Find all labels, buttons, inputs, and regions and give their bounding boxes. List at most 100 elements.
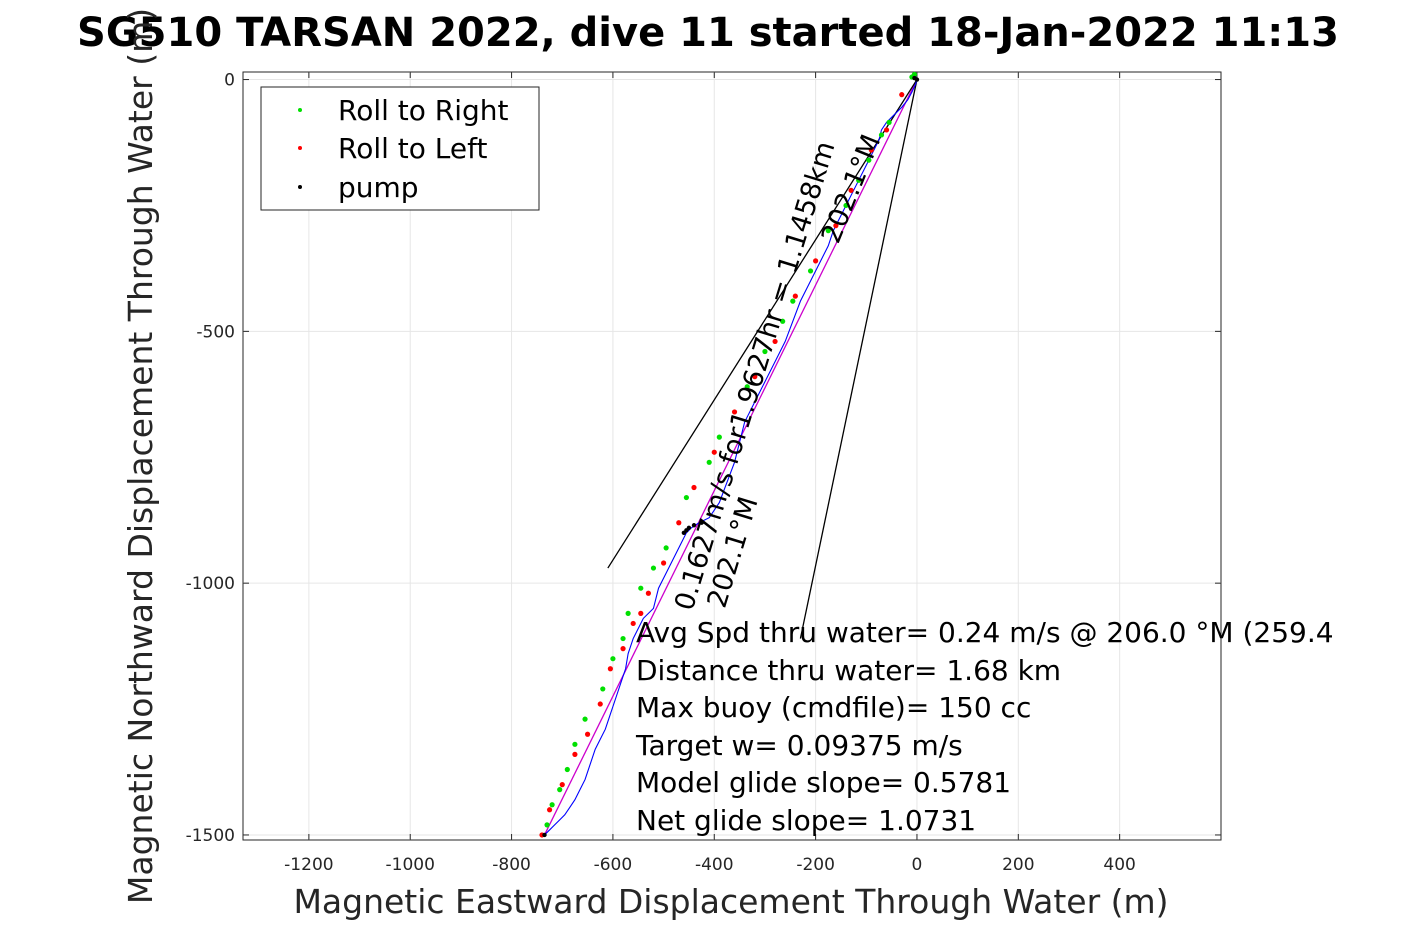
x-tick-label-7: 200 bbox=[1002, 855, 1034, 875]
roll-right-marker-5 bbox=[856, 177, 862, 183]
roll-left-markers bbox=[539, 92, 905, 838]
roll-left-marker-1 bbox=[883, 127, 890, 133]
roll-right-markers bbox=[544, 71, 918, 828]
roll-right-marker-18 bbox=[638, 585, 644, 591]
roll-left-marker-23 bbox=[546, 807, 553, 813]
roll-left-marker-7 bbox=[772, 338, 778, 345]
x-tick-label-5: -200 bbox=[796, 855, 835, 875]
roll-right-marker-13 bbox=[716, 434, 722, 440]
roll-right-marker-23 bbox=[582, 716, 588, 722]
bound-right bbox=[799, 79, 918, 639]
roll-right-marker-24 bbox=[572, 741, 578, 747]
roll-left-marker-10 bbox=[711, 449, 717, 455]
roll-left-marker-11 bbox=[691, 484, 697, 491]
roll-right-marker-9 bbox=[790, 298, 796, 304]
roll-left-marker-13 bbox=[660, 560, 667, 566]
pump-marker-7 bbox=[542, 832, 547, 838]
legend-swatch-roll-right bbox=[298, 108, 302, 112]
stat-max-buoy: Max buoy (cmdfile)= 150 cc bbox=[636, 691, 1031, 724]
stat-model-glide: Model glide slope= 0.5781 bbox=[636, 766, 1011, 799]
roll-right-marker-6 bbox=[843, 202, 849, 209]
roll-right-marker-12 bbox=[744, 384, 750, 390]
roll-left-marker-20 bbox=[584, 731, 591, 737]
x-axis-label: Magnetic Eastward Displacement Through W… bbox=[293, 882, 1168, 921]
roll-left-marker-5 bbox=[813, 258, 819, 264]
y-axis-ticks: 0 -500 -1000 -1500 bbox=[186, 71, 1221, 846]
roll-left-marker-9 bbox=[731, 409, 738, 415]
stat-avg-speed: Avg Spd thru water= 0.24 m/s @ 206.0 °M … bbox=[636, 616, 1334, 649]
y-tick-label-1: -500 bbox=[196, 322, 235, 342]
stat-distance: Distance thru water= 1.68 km bbox=[636, 654, 1061, 687]
roll-left-marker-8 bbox=[752, 374, 758, 380]
legend-label-pump: pump bbox=[338, 171, 419, 204]
x-tick-label-6: 0 bbox=[912, 855, 923, 875]
roll-right-marker-26 bbox=[557, 787, 563, 793]
track-line bbox=[544, 74, 918, 836]
roll-left-marker-21 bbox=[572, 751, 578, 757]
roll-left-marker-18 bbox=[607, 666, 613, 672]
roll-left-marker-6 bbox=[792, 293, 798, 299]
roll-left-marker-17 bbox=[620, 646, 626, 652]
legend-swatch-roll-left bbox=[298, 146, 302, 150]
roll-right-marker-14 bbox=[706, 459, 712, 465]
x-tick-label-0: -1200 bbox=[284, 855, 333, 875]
pump-marker-6 bbox=[681, 530, 687, 535]
roll-left-marker-4 bbox=[833, 223, 839, 229]
legend: Roll to Right Roll to Left pump bbox=[260, 86, 540, 211]
legend-swatch-pump bbox=[298, 185, 302, 189]
reference-lines bbox=[543, 79, 918, 836]
x-tick-label-3: -600 bbox=[594, 855, 633, 875]
roll-right-marker-3 bbox=[878, 132, 885, 138]
roll-left-marker-14 bbox=[645, 590, 651, 596]
roll-right-marker-1 bbox=[911, 71, 918, 78]
roll-right-marker-22 bbox=[600, 686, 606, 692]
stats-block: Avg Spd thru water= 0.24 m/s @ 206.0 °M … bbox=[635, 616, 1334, 837]
x-axis-ticks: -1200 -1000 -800 -600 -400 -200 0 200 400 bbox=[284, 72, 1136, 875]
stat-net-glide: Net glide slope= 1.0731 bbox=[636, 804, 976, 837]
roll-right-marker-27 bbox=[549, 802, 555, 808]
x-tick-label-2: -800 bbox=[492, 855, 531, 875]
bound-left bbox=[607, 79, 918, 569]
pump-marker-2 bbox=[699, 520, 704, 525]
roll-right-marker-16 bbox=[663, 545, 669, 551]
glider-track bbox=[544, 74, 918, 836]
roll-right-marker-20 bbox=[620, 635, 626, 642]
roll-right-marker-28 bbox=[544, 822, 550, 828]
y-axis-label: Magnetic Northward Displacement Through … bbox=[121, 8, 160, 904]
x-tick-label-1: -1000 bbox=[386, 855, 435, 875]
x-tick-label-4: -400 bbox=[695, 855, 734, 875]
roll-left-marker-15 bbox=[638, 610, 644, 616]
x-tick-label-8: 400 bbox=[1103, 855, 1135, 875]
roll-right-marker-25 bbox=[564, 766, 570, 773]
pump-marker-1 bbox=[912, 75, 917, 81]
roll-right-marker-11 bbox=[762, 348, 768, 355]
net-track bbox=[543, 79, 918, 836]
chart-title: SG510 TARSAN 2022, dive 11 started 18-Ja… bbox=[77, 10, 1339, 56]
y-tick-label-0: 0 bbox=[224, 71, 235, 91]
roll-left-marker-22 bbox=[559, 782, 565, 788]
roll-left-marker-19 bbox=[597, 701, 603, 707]
legend-box bbox=[260, 86, 540, 211]
legend-label-roll-left: Roll to Left bbox=[338, 132, 487, 165]
roll-right-marker-17 bbox=[650, 565, 657, 571]
roll-left-marker-16 bbox=[630, 620, 636, 627]
roll-left-marker-12 bbox=[676, 520, 682, 526]
roll-right-marker-10 bbox=[780, 318, 786, 324]
pump-marker-3 bbox=[691, 523, 697, 528]
roll-right-marker-7 bbox=[825, 228, 831, 234]
roll-right-marker-21 bbox=[610, 656, 616, 662]
roll-right-marker-4 bbox=[866, 157, 872, 163]
roll-left-marker-0 bbox=[899, 92, 905, 98]
roll-left-marker-2 bbox=[868, 147, 874, 153]
roll-right-marker-8 bbox=[807, 268, 814, 274]
stat-target-w: Target w= 0.09375 m/s bbox=[635, 729, 963, 762]
legend-label-roll-right: Roll to Right bbox=[338, 94, 509, 127]
roll-right-marker-2 bbox=[886, 119, 892, 125]
y-tick-label-2: -1000 bbox=[186, 574, 235, 594]
roll-left-marker-3 bbox=[848, 187, 854, 193]
y-tick-label-3: -1500 bbox=[186, 826, 235, 846]
roll-right-marker-19 bbox=[625, 610, 631, 616]
roll-right-marker-15 bbox=[683, 494, 689, 501]
pump-markers bbox=[542, 75, 920, 838]
